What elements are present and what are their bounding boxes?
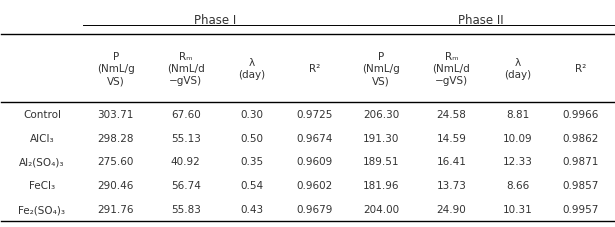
- Text: λ
(day): λ (day): [504, 57, 531, 80]
- Text: 0.9674: 0.9674: [296, 133, 333, 143]
- Text: 291.76: 291.76: [97, 204, 134, 214]
- Text: 40.92: 40.92: [171, 157, 200, 167]
- Text: 0.9862: 0.9862: [562, 133, 598, 143]
- Text: 0.9679: 0.9679: [296, 204, 333, 214]
- Text: 206.30: 206.30: [363, 109, 399, 119]
- Text: 0.35: 0.35: [240, 157, 264, 167]
- Text: Rₘ
(NmL/d
−gVS): Rₘ (NmL/d −gVS): [167, 51, 205, 86]
- Text: 8.66: 8.66: [506, 180, 530, 190]
- Text: 191.30: 191.30: [363, 133, 400, 143]
- Text: 303.71: 303.71: [98, 109, 134, 119]
- Text: 13.73: 13.73: [437, 180, 466, 190]
- Text: 0.30: 0.30: [240, 109, 264, 119]
- Text: 290.46: 290.46: [98, 180, 134, 190]
- Text: 0.43: 0.43: [240, 204, 264, 214]
- Text: 10.31: 10.31: [503, 204, 533, 214]
- Text: FeCl₃: FeCl₃: [29, 180, 55, 190]
- Text: 0.9957: 0.9957: [562, 204, 598, 214]
- Text: Phase II: Phase II: [458, 14, 504, 27]
- Text: R²: R²: [309, 64, 320, 74]
- Text: Al₂(SO₄)₃: Al₂(SO₄)₃: [19, 157, 65, 167]
- Text: 0.50: 0.50: [240, 133, 264, 143]
- Text: 204.00: 204.00: [363, 204, 399, 214]
- Text: 55.13: 55.13: [171, 133, 200, 143]
- Text: 24.58: 24.58: [437, 109, 466, 119]
- Text: 189.51: 189.51: [363, 157, 400, 167]
- Text: R²: R²: [575, 64, 586, 74]
- Text: 0.54: 0.54: [240, 180, 264, 190]
- Text: 0.9871: 0.9871: [562, 157, 598, 167]
- Text: 8.81: 8.81: [506, 109, 530, 119]
- Text: 0.9857: 0.9857: [562, 180, 598, 190]
- Text: 0.9602: 0.9602: [297, 180, 333, 190]
- Text: Rₘ
(NmL/d
−gVS): Rₘ (NmL/d −gVS): [432, 51, 470, 86]
- Text: Control: Control: [23, 109, 61, 119]
- Text: 14.59: 14.59: [437, 133, 466, 143]
- Text: 56.74: 56.74: [171, 180, 200, 190]
- Text: 12.33: 12.33: [503, 157, 533, 167]
- Text: 0.9966: 0.9966: [562, 109, 598, 119]
- Text: P
(NmL/g
VS): P (NmL/g VS): [97, 51, 135, 86]
- Text: P
(NmL/g
VS): P (NmL/g VS): [362, 51, 400, 86]
- Text: 16.41: 16.41: [437, 157, 466, 167]
- Text: 181.96: 181.96: [363, 180, 400, 190]
- Text: Fe₂(SO₄)₃: Fe₂(SO₄)₃: [18, 204, 65, 214]
- Text: 67.60: 67.60: [171, 109, 200, 119]
- Text: λ
(day): λ (day): [239, 57, 266, 80]
- Text: 10.09: 10.09: [503, 133, 533, 143]
- Text: 0.9609: 0.9609: [297, 157, 333, 167]
- Text: 0.9725: 0.9725: [296, 109, 333, 119]
- Text: AlCl₃: AlCl₃: [30, 133, 54, 143]
- Text: 55.83: 55.83: [171, 204, 200, 214]
- Text: 275.60: 275.60: [98, 157, 134, 167]
- Text: 298.28: 298.28: [97, 133, 134, 143]
- Text: 24.90: 24.90: [437, 204, 466, 214]
- Text: Phase I: Phase I: [194, 14, 236, 27]
